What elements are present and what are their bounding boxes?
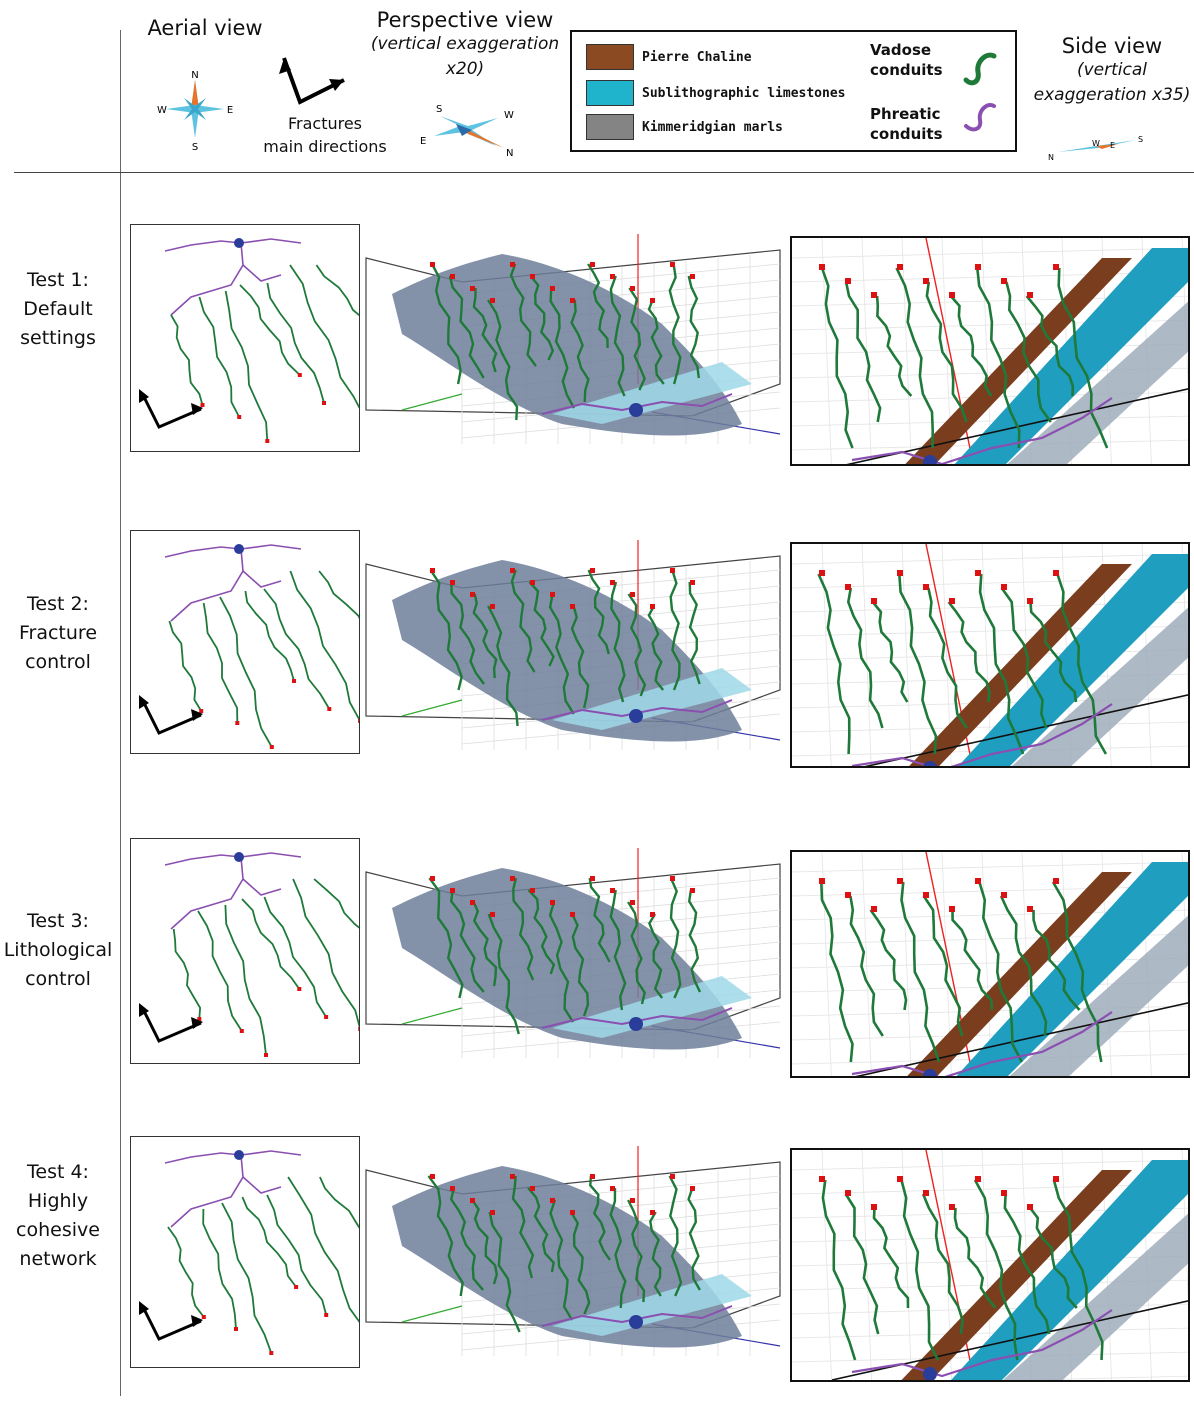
side-view-title: Side view [1061,34,1163,58]
side-compass-icon: N W E S [1048,135,1143,162]
aerial-compass-n: N [191,70,198,81]
perspective-3d-view-test-4 [362,1146,784,1408]
fracture-directions-arrows-icon [279,57,345,105]
aerial-compass-icon: N S E W [157,70,233,153]
aerial-network-map-test-2 [130,530,360,754]
side-compass-e: E [1110,141,1115,150]
side-3d-view-test-4 [790,1148,1190,1382]
aerial-compass-w: W [157,105,167,116]
legend-swatch-pierre-chaline [586,44,634,70]
phreatic-conduit-symbol-icon [964,103,996,132]
legend-label-kimmeridgian: Kimmeridgian marls [642,120,783,135]
legend-box: Pierre Chaline Sublithographic limestone… [570,30,1017,152]
persp-compass-e: E [420,136,426,147]
side-compass-s: S [1138,135,1143,144]
fractures-label: Fractures main directions [263,114,387,156]
side-compass-w: W [1092,139,1100,148]
persp-compass-n: N [506,148,513,159]
aerial-network-map-test-4 [130,1136,360,1368]
legend-label-sublithographic: Sublithographic limestones [642,86,846,101]
side-3d-view-test-3 [790,850,1190,1078]
legend-swatch-kimmeridgian [586,114,634,140]
aerial-network-map-test-1 [130,224,360,452]
perspective-compass-icon: S W E N [420,104,514,159]
aerial-view-title: Aerial view [147,16,263,40]
legend-swatch-sublithographic [586,80,634,106]
aerial-network-map-test-3 [130,838,360,1064]
aerial-compass-s: S [192,142,198,153]
side-3d-view-test-2 [790,542,1190,768]
aerial-compass-e: E [227,105,233,116]
side-header: Side view (vertical exaggeration x35) [1030,34,1194,108]
side-compass-n: N [1048,153,1054,162]
persp-compass-s: S [436,104,442,115]
row-label-test-2: Test 2: Fracture control [18,593,98,673]
row-label-test-3: Test 3: Lithological control [3,910,113,990]
perspective-view-title: Perspective view [376,8,554,32]
legend-label-vadose: Vadose conduits [870,41,943,79]
perspective-3d-view-test-2 [362,540,784,794]
vertical-divider [120,30,121,1396]
perspective-3d-view-test-3 [362,848,784,1104]
legend-label-phreatic: Phreatic conduits [870,105,943,143]
row-label-test-4: Test 4: Highly cohesive network [16,1161,100,1270]
perspective-3d-view-test-1 [362,234,784,492]
side-3d-view-test-1 [790,236,1190,466]
perspective-header: Perspective view (vertical exaggeration … [360,8,570,82]
vadose-conduit-symbol-icon [963,52,997,86]
legend-label-pierre-chaline: Pierre Chaline [642,50,752,65]
row-label-test-1: Test 1: Default settings [20,269,96,349]
persp-compass-w: W [504,110,514,121]
horizontal-divider [14,172,1194,173]
